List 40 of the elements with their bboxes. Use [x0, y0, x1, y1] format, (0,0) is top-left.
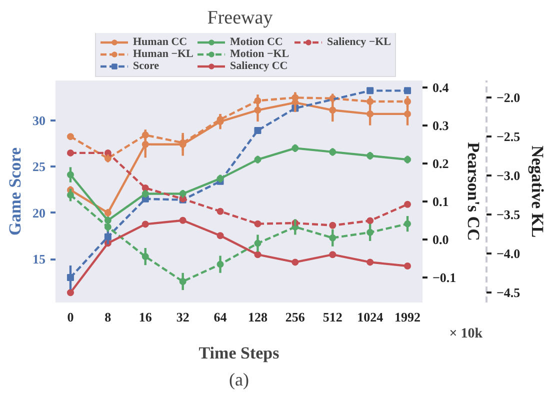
y-tick-label: 30 [32, 112, 46, 128]
text: × 10k [449, 326, 483, 342]
x-tick-label: 256 [285, 310, 306, 324]
y-tick-label: 15 [32, 252, 46, 267]
x-tick-label: 16 [138, 310, 152, 324]
legend-label: Motion CC [230, 36, 284, 48]
y3-tick-label: −2.0 [496, 90, 520, 106]
x-tick-label: 512 [322, 310, 342, 324]
x-tick-label: 8 [104, 310, 112, 324]
x-tick-label: 64 [214, 310, 228, 324]
text: (a) [229, 370, 249, 390]
y-tick-label: 25 [32, 159, 46, 174]
x-tick-label: 0 [67, 310, 74, 324]
y3-axis-title: Negative KL [528, 145, 548, 238]
y2-tick-label: 0.4 [432, 80, 450, 95]
y3-tick-label: −3.0 [496, 168, 520, 184]
x-tick-label: 1992 [394, 310, 421, 324]
y3-tick-label: −4.5 [496, 284, 521, 300]
legend-label: Motion −KL [230, 48, 290, 60]
x-tick-label: 1024 [357, 310, 384, 324]
x-tick-label: 32 [176, 310, 190, 324]
y-tick-label: 20 [32, 205, 46, 220]
y3-tick-label: −4.0 [496, 246, 520, 261]
y3-tick-label: −2.5 [496, 129, 521, 144]
y3-tick-label: −3.5 [496, 206, 521, 222]
legend-label: Score [133, 60, 160, 72]
y2-axis-title: Pearson's CC [464, 142, 484, 241]
y2-tick-label: −0.1 [432, 270, 456, 285]
chart-title: Freeway [207, 8, 274, 28]
y2-tick-label: 0.1 [432, 194, 449, 209]
legend-label: Human −KL [133, 48, 194, 60]
legend-label: Saliency CC [230, 60, 289, 72]
y2-tick-label: 0.0 [432, 232, 449, 247]
legend-label: Saliency −KL [327, 36, 392, 48]
x-tick-label: 128 [248, 310, 268, 324]
y-axis-title: Game Score [6, 147, 24, 236]
legend-label: Human CC [133, 36, 188, 48]
y2-tick-label: 0.3 [432, 118, 450, 133]
x-axis-title: Time Steps [198, 344, 280, 362]
y2-tick-label: 0.2 [432, 156, 449, 171]
